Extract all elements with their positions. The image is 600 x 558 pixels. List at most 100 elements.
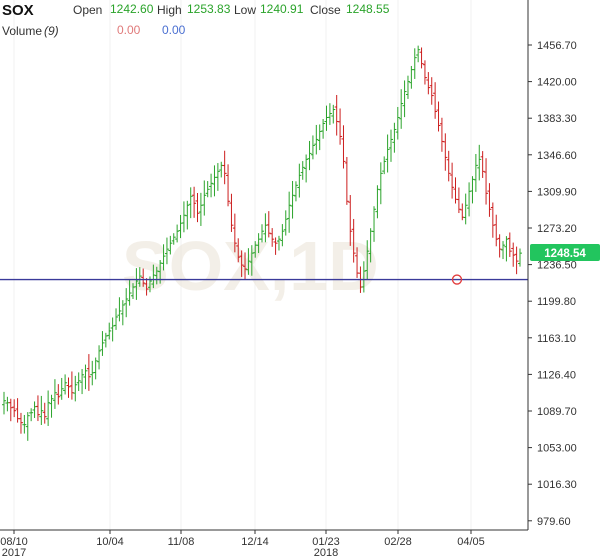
ohlc-bar	[107, 322, 112, 340]
close-label: Close	[310, 3, 341, 17]
ohlc-bar	[378, 162, 383, 205]
ohlc-bar	[443, 133, 448, 171]
ohlc-bar	[429, 77, 434, 105]
volume-period: (9)	[44, 24, 59, 38]
y-tick-label: 1053.00	[537, 443, 577, 455]
ohlc-bar	[226, 164, 231, 207]
y-tick-label: 1089.70	[537, 406, 577, 418]
ohlc-bar	[433, 82, 438, 119]
ohlc-bar	[161, 244, 166, 271]
ohlc-bar	[341, 125, 346, 169]
y-tick-label: 979.60	[537, 516, 571, 528]
ohlc-bar	[283, 210, 288, 236]
ohlc-bar	[375, 185, 380, 219]
ohlc-bar	[209, 173, 214, 198]
ohlc-bar	[76, 372, 81, 391]
x-tick-label: 04/05	[457, 536, 485, 548]
y-tick-label: 1383.30	[537, 113, 577, 125]
y-tick-label: 1456.70	[537, 40, 577, 52]
open-label: Open	[73, 3, 102, 17]
ohlc-bar	[192, 186, 197, 218]
ohlc-bar	[399, 89, 404, 129]
ohlc-bar	[215, 163, 220, 191]
current-price-label: 1248.54	[544, 248, 586, 260]
low-value: 1240.91	[260, 2, 304, 16]
ohlc-bar	[46, 390, 51, 426]
x-tick-label: 02/28	[384, 536, 412, 548]
high-value: 1253.83	[187, 2, 231, 16]
ohlc-bar	[385, 134, 390, 173]
ohlc-bar	[219, 161, 224, 178]
low-label: Low	[234, 3, 256, 17]
ohlc-bar	[29, 408, 34, 422]
x-tick-label: 08/10	[0, 536, 28, 548]
ohlc-bar	[273, 237, 278, 255]
symbol-title: SOX	[2, 2, 34, 19]
ohlc-bar	[389, 129, 393, 162]
ohlc-bar	[110, 317, 115, 342]
x-tick-label: 10/04	[96, 536, 124, 548]
ohlc-bar	[59, 377, 64, 400]
ohlc-bar	[439, 117, 444, 152]
ohlc-bar	[287, 191, 292, 233]
ohlc-bar	[243, 252, 248, 280]
y-tick-label: 1346.60	[537, 150, 577, 162]
ohlc-bar	[477, 144, 482, 181]
ohlc-bar	[266, 211, 271, 238]
ohlc-bar	[49, 394, 54, 418]
ohlc-bar	[32, 401, 37, 418]
ohlc-bar	[494, 214, 499, 247]
ohlc-bar	[69, 371, 74, 400]
ohlc-bar	[90, 360, 95, 386]
ohlc-bar	[66, 377, 71, 398]
y-tick-label: 1016.30	[537, 479, 577, 491]
ohlc-bar	[334, 94, 339, 136]
ohlc-bar	[137, 267, 142, 287]
ohlc-bar	[324, 105, 329, 131]
ohlc-bar	[222, 150, 227, 185]
ohlc-bar	[205, 181, 210, 198]
ohlc-bar	[63, 374, 68, 395]
ohlc-bar	[35, 395, 40, 422]
y-tick-label: 1309.90	[537, 186, 577, 198]
ohlc-bar	[310, 135, 315, 160]
ohlc-bar	[382, 156, 387, 175]
ohlc-bar	[436, 101, 441, 132]
open-value: 1242.60	[110, 2, 154, 16]
x-tick-year-label: 2018	[314, 547, 338, 558]
x-tick-label: 12/14	[241, 536, 269, 548]
ohlc-bar	[327, 103, 332, 125]
ohlc-bar	[12, 399, 17, 418]
ohlc-bar	[198, 192, 203, 226]
ohlc-bar	[412, 48, 417, 79]
ohlc-bar	[331, 104, 336, 124]
ohlc-bar	[86, 354, 91, 391]
ohlc-bar	[344, 156, 349, 205]
ohlc-bar	[236, 238, 241, 263]
ohlc-bar	[100, 331, 105, 356]
ohlc-bar	[293, 181, 298, 202]
ohlc-bar	[405, 75, 410, 99]
watermark-text: SOX,1D	[122, 227, 379, 305]
ohlc-bar	[83, 364, 88, 390]
ohlc-bar	[446, 150, 451, 182]
x-tick-year-label: 2017	[2, 547, 26, 558]
ohlc-bar	[490, 202, 495, 238]
ohlc-bar	[487, 183, 492, 217]
ohlc-bar	[304, 154, 309, 183]
ohlc-bar	[239, 250, 244, 277]
y-tick-label: 1126.40	[537, 369, 576, 381]
ohlc-bar	[501, 241, 506, 260]
ohlc-bar	[154, 266, 159, 285]
ohlc-bar	[56, 384, 61, 405]
volume-value-2: 0.00	[162, 23, 186, 37]
ohlc-bar	[426, 72, 431, 95]
x-tick-label: 01/23	[312, 536, 340, 548]
ohlc-bar	[511, 242, 516, 267]
price-axis[interactable]: 1456.70 1420.00 1383.30 1346.60 1309.90 1273.…	[528, 40, 577, 528]
ohlc-bar	[114, 308, 119, 330]
ohlc-bar	[504, 236, 509, 262]
trendline-handle[interactable]	[451, 274, 463, 285]
